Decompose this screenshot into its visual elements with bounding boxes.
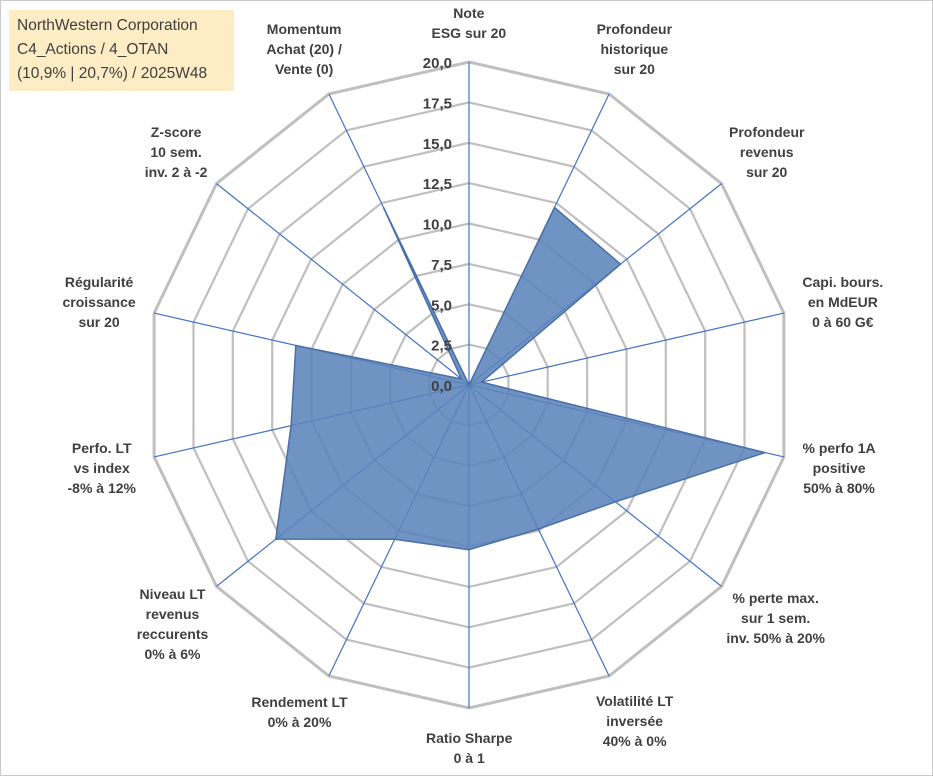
axis-label-line: en MdEUR — [807, 294, 878, 310]
axis-label-line: 0% à 20% — [267, 714, 332, 731]
axis-label-line: sur 20 — [78, 314, 120, 330]
axis-label-line: Profondeur — [729, 124, 805, 141]
axis-label-2: Profondeur revenus sur 20 — [729, 122, 804, 182]
axis-label-line: 50% à 80% — [803, 480, 875, 496]
axis-label-line: 10 sem. — [150, 144, 202, 161]
axis-label-line: 0 à 60 G€ — [812, 314, 874, 330]
axis-label-line: Ratio Sharpe — [426, 730, 513, 746]
tick-label: 0,0 — [431, 378, 452, 395]
axis-label-line: inv. 50% à 20% — [726, 629, 825, 646]
axis-label-8: Rendement LT 0% à 20% — [251, 692, 347, 732]
axis-label-line: inv. 2 à -2 — [144, 164, 208, 181]
axis-label-line: -8% à 12% — [67, 480, 136, 496]
tick-label: 20,0 — [423, 55, 452, 72]
axis-label-line: inversée — [606, 713, 664, 730]
axis-label-4: % perfo 1A positive 50% à 80% — [803, 438, 876, 498]
axis-label-13: Momentum Achat (20) / Vente (0) — [266, 19, 341, 79]
axis-label-line: sur 20 — [613, 60, 655, 77]
axis-label-line: Achat (20) / — [266, 40, 342, 57]
axis-label-line: Momentum — [266, 20, 342, 37]
axis-spoke-12 — [216, 183, 470, 386]
tick-label: 7,5 — [431, 257, 452, 274]
axis-spoke-3 — [468, 312, 785, 386]
axis-label-line: Vente (0) — [274, 60, 334, 77]
axis-label-line: Z-score — [150, 124, 202, 141]
axis-label-line: Capi. bours. — [802, 274, 884, 290]
axis-label-line: 40% à 0% — [602, 733, 667, 750]
axis-label-6: Volatilité LT inversée 40% à 0% — [596, 691, 673, 751]
tick-label: 17,5 — [423, 95, 452, 112]
axis-label-line: ESG sur 20 — [431, 25, 507, 41]
axis-label-line: Profondeur — [596, 20, 673, 37]
tick-label: 2,5 — [431, 338, 452, 355]
axis-label-line: % perte max. — [732, 589, 819, 606]
axis-label-line: sur 1 sem. — [741, 609, 811, 626]
axis-label-line: positive — [812, 460, 866, 476]
title-line-3: (10,9% | 20,7%) / 2025W48 — [17, 65, 208, 82]
axis-label-line: Rendement LT — [251, 694, 348, 711]
axis-label-line: Volatilité LT — [596, 693, 674, 710]
axis-label-line: Niveau LT — [139, 585, 206, 602]
axis-label-12: Z-score 10 sem. inv. 2 à -2 — [145, 122, 208, 182]
title-line-1: NorthWestern Corporation — [17, 17, 198, 34]
axis-label-3: Capi. bours. en MdEUR 0 à 60 G€ — [802, 272, 883, 332]
axis-label-line: revenus — [145, 605, 200, 622]
chart-title-box: NorthWestern Corporation C4_Actions / 4_… — [9, 10, 234, 91]
title-line-2: C4_Actions / 4_OTAN — [17, 41, 169, 58]
axis-label-line: 0 à 1 — [453, 750, 485, 766]
axis-label-line: reccurents — [136, 625, 209, 642]
tick-label: 10,0 — [423, 217, 452, 234]
axis-label-line: Régularité — [64, 274, 134, 290]
tick-label: 5,0 — [431, 297, 452, 314]
axis-label-line: 0% à 6% — [144, 645, 201, 662]
axis-label-9: Niveau LT revenus reccurents 0% à 6% — [137, 584, 209, 664]
axis-label-7: Ratio Sharpe 0 à 1 — [426, 728, 512, 768]
tick-label: 15,0 — [423, 136, 452, 153]
series-layer — [275, 206, 766, 551]
axis-label-line: vs index — [73, 460, 130, 476]
axis-label-1: Profondeur historique sur 20 — [597, 19, 672, 79]
axis-label-line: sur 20 — [746, 164, 788, 181]
axis-label-5: % perte max. sur 1 sem. inv. 50% à 20% — [726, 588, 825, 648]
tick-layer: 0,0 2,5 5,0 7,5 10,0 12,5 15,0 17,5 20,0 — [423, 55, 452, 395]
tick-label: 12,5 — [423, 176, 452, 193]
axis-label-0: Note ESG sur 20 — [432, 3, 507, 43]
axis-label-line: historique — [600, 40, 669, 57]
series-area — [275, 206, 766, 551]
axis-label-line: % perfo 1A — [802, 440, 876, 456]
axis-label-line: revenus — [739, 144, 794, 161]
axis-label-line: croissance — [62, 294, 136, 310]
axis-label-line: Perfo. LT — [71, 440, 132, 456]
axis-label-11: Régularité croissance sur 20 — [63, 272, 136, 332]
axis-label-line: Note — [453, 5, 485, 21]
axis-label-10: Perfo. LT vs index -8% à 12% — [68, 438, 136, 498]
